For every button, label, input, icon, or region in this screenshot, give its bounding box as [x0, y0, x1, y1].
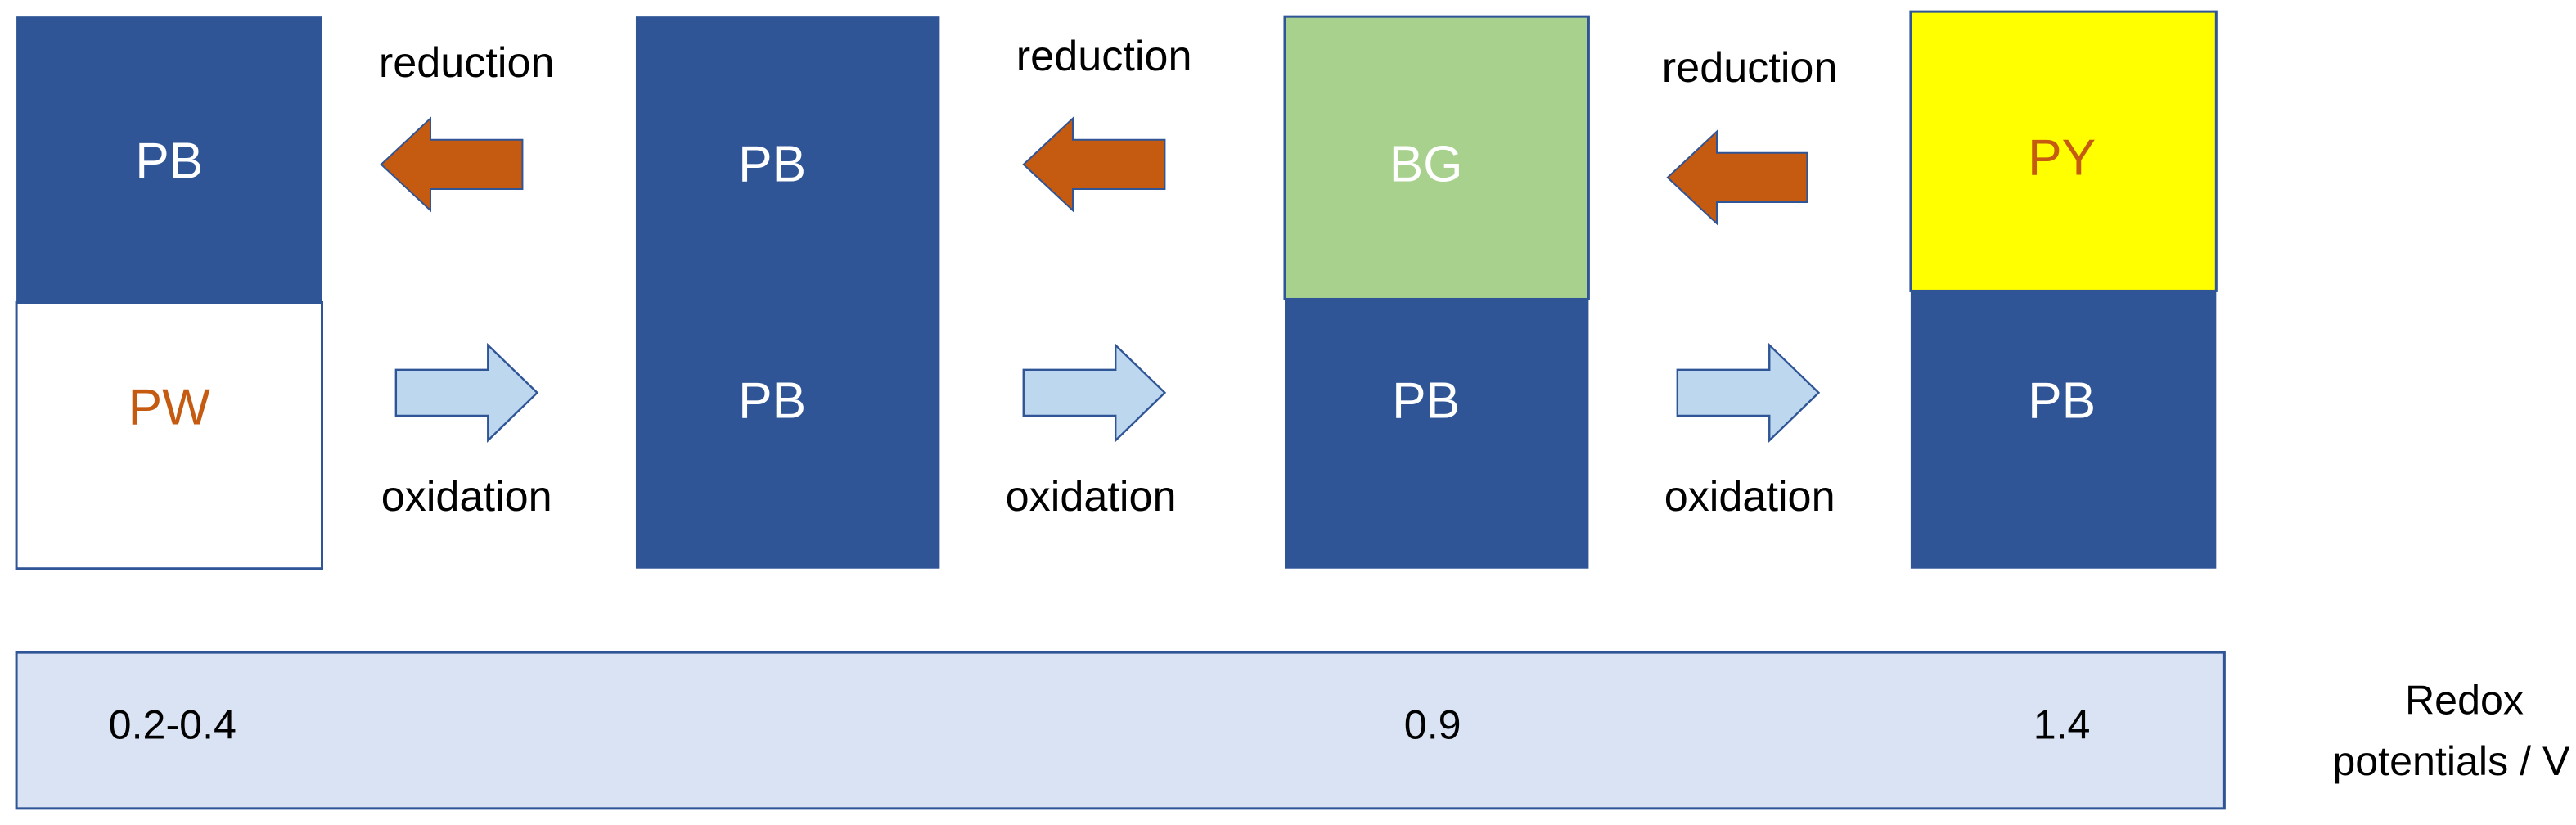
transition: reduction oxidation: [1006, 33, 1192, 521]
stage-label: PB: [2028, 372, 2096, 429]
reduction-label: reduction: [379, 39, 555, 87]
oxidation-label: oxidation: [1664, 473, 1835, 521]
stage-label: BG: [1389, 136, 1463, 192]
oxidation-arrow: [1676, 342, 1821, 443]
stage-label: PB: [738, 136, 806, 192]
potential-value: 0.9: [1404, 702, 1461, 748]
stage-label: PB: [738, 372, 806, 429]
stage-label: PB: [1392, 372, 1460, 429]
reduction-arrow: [1666, 129, 1808, 226]
potential-value: 1.4: [2033, 702, 2091, 748]
stage-bottom: [15, 300, 324, 570]
potential-axis-label: potentials / V: [2332, 738, 2570, 784]
reduction-label: reduction: [1662, 44, 1838, 92]
potential-value: 0.2-0.4: [109, 702, 236, 748]
oxidation-label: oxidation: [381, 473, 552, 521]
reduction-arrow: [380, 116, 524, 213]
stage-top: [1283, 15, 1590, 300]
stage-bottom: [1284, 299, 1589, 569]
potential-axis-label: Redox: [2405, 678, 2524, 724]
stage-bottom: [1910, 291, 2217, 569]
stage-block: [635, 16, 940, 569]
stage-label: PW: [128, 379, 210, 435]
potential-bar: [15, 651, 2226, 810]
stage-top: [1909, 10, 2218, 292]
transition: reduction oxidation: [379, 39, 555, 521]
stage-label: PB: [135, 133, 203, 189]
reduction-label: reduction: [1016, 33, 1192, 80]
transition: reduction oxidation: [1662, 44, 1838, 521]
oxidation-arrow: [394, 342, 539, 443]
oxidation-arrow: [1022, 342, 1167, 443]
oxidation-label: oxidation: [1006, 473, 1177, 521]
stage-label: PY: [2028, 129, 2096, 186]
stage-top: [16, 16, 322, 303]
reduction-arrow: [1022, 116, 1166, 213]
